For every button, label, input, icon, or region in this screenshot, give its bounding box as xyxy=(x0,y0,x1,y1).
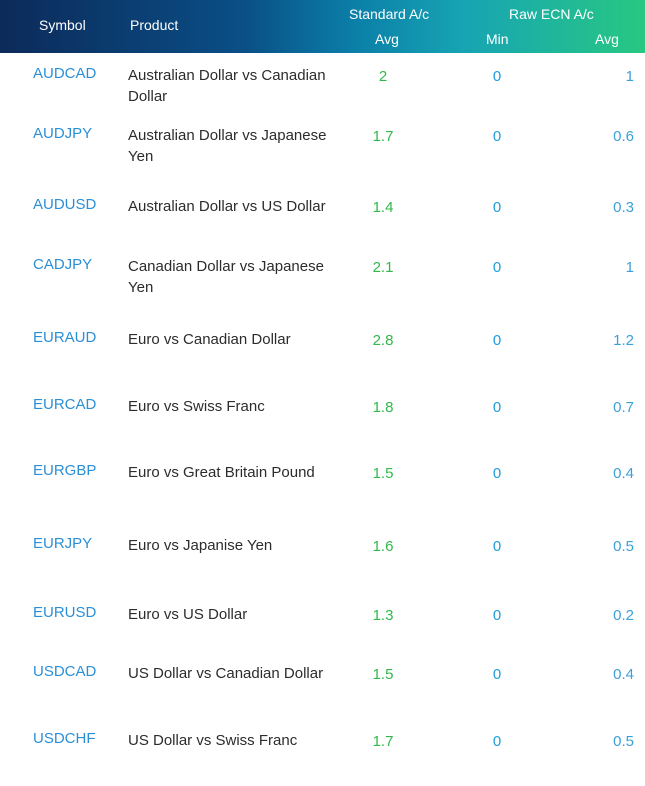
symbol-link[interactable]: EURAUD xyxy=(33,329,97,346)
symbol-link[interactable]: EURGBP xyxy=(33,462,97,479)
symbol-link[interactable]: AUDJPY xyxy=(33,125,93,142)
raw-min-value: 0 xyxy=(492,128,502,145)
raw-min-value: 0 xyxy=(492,259,502,276)
product-name: Australian Dollar vs US Dollar xyxy=(128,198,326,215)
symbol-link[interactable]: EURUSD xyxy=(33,604,97,621)
symbol-link[interactable]: USDCHF xyxy=(33,730,96,747)
product-name: Euro vs Great Britain Pound xyxy=(128,464,315,481)
raw-avg-value: 1.2 xyxy=(613,332,634,349)
header-symbol: Symbol xyxy=(39,17,86,33)
raw-avg-value: 0.4 xyxy=(613,465,634,482)
raw-avg-value: 0.4 xyxy=(613,666,634,683)
standard-avg-value: 1.8 xyxy=(372,399,394,416)
raw-min-value: 0 xyxy=(492,733,502,750)
raw-min-value: 0 xyxy=(492,68,502,85)
raw-min-value: 0 xyxy=(492,199,502,216)
raw-avg-value: 0.5 xyxy=(613,538,634,555)
header-standard-account: Standard A/c xyxy=(349,6,430,22)
raw-avg-value: 0.7 xyxy=(613,399,634,416)
table-header: Symbol Product Standard A/c Raw ECN A/c … xyxy=(0,0,645,53)
standard-avg-value: 1.5 xyxy=(372,465,394,482)
product-name: US Dollar vs Swiss Franc xyxy=(128,732,298,749)
symbol-link[interactable]: AUDCAD xyxy=(33,65,97,82)
raw-min-value: 0 xyxy=(492,465,502,482)
product-name: Australian Dollar vs Japanese Yen xyxy=(128,127,327,165)
symbol-link[interactable]: EURCAD xyxy=(33,396,97,413)
symbol-link[interactable]: EURJPY xyxy=(33,535,93,552)
product-name: Euro vs Canadian Dollar xyxy=(128,331,291,348)
product-name: Australian Dollar vs Canadian Dollar xyxy=(128,67,326,105)
standard-avg-value: 1.6 xyxy=(372,538,394,555)
symbol-link[interactable]: USDCAD xyxy=(33,663,97,680)
symbol-link[interactable]: AUDUSD xyxy=(33,196,97,213)
raw-min-value: 0 xyxy=(492,666,502,683)
raw-avg-value: 0.3 xyxy=(613,199,634,216)
product-name: Canadian Dollar vs Japanese Yen xyxy=(128,258,324,296)
standard-avg-value: 1.7 xyxy=(372,733,394,750)
raw-avg-value: 0.5 xyxy=(613,733,634,750)
standard-avg-value: 2 xyxy=(378,68,388,85)
raw-min-value: 0 xyxy=(492,607,502,624)
raw-avg-value: 0.2 xyxy=(613,607,634,624)
product-name: US Dollar vs Canadian Dollar xyxy=(128,665,324,682)
raw-min-value: 0 xyxy=(492,538,502,555)
symbol-link[interactable]: CADJPY xyxy=(33,256,93,273)
standard-avg-value: 1.3 xyxy=(372,607,394,624)
header-standard-avg: Avg xyxy=(375,31,399,47)
raw-avg-value: 1 xyxy=(625,259,634,276)
product-name: Euro vs Japanise Yen xyxy=(128,537,273,554)
raw-min-value: 0 xyxy=(492,332,502,349)
standard-avg-value: 2.8 xyxy=(372,332,394,349)
raw-avg-value: 0.6 xyxy=(613,128,634,145)
header-raw-avg: Avg xyxy=(595,31,619,47)
header-raw-min: Min xyxy=(486,31,509,47)
header-product: Product xyxy=(130,17,179,33)
product-name: Euro vs US Dollar xyxy=(128,606,248,623)
raw-avg-value: 1 xyxy=(625,68,634,85)
standard-avg-value: 1.4 xyxy=(372,199,394,216)
standard-avg-value: 1.7 xyxy=(372,128,394,145)
product-name: Euro vs Swiss Franc xyxy=(128,398,265,415)
raw-min-value: 0 xyxy=(492,399,502,416)
header-raw-ecn-account: Raw ECN A/c xyxy=(509,6,594,22)
standard-avg-value: 1.5 xyxy=(372,666,394,683)
standard-avg-value: 2.1 xyxy=(372,259,394,276)
